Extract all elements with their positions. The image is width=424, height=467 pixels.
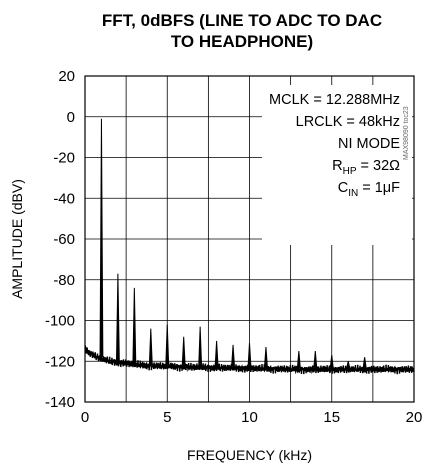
annotation-line: CIN = 1μF	[338, 180, 400, 199]
data-series	[84, 118, 415, 375]
noise-floor-trace	[84, 345, 415, 375]
x-tick-label: 20	[406, 409, 423, 426]
y-tick-label: -60	[53, 231, 75, 248]
annotation-subscript: HP	[343, 166, 357, 177]
y-tick-label: -40	[53, 190, 75, 207]
plot-frame	[84, 75, 415, 403]
x-tick-label: 15	[323, 409, 340, 426]
annotation-line: LRCLK = 48kHz	[296, 114, 400, 130]
spectral-peak	[346, 361, 351, 368]
x-tick-label: 10	[241, 409, 258, 426]
spectral-peak	[362, 357, 367, 368]
chart-title-line-2: TO HEADPHONE)	[170, 32, 314, 51]
spectral-peak	[181, 336, 186, 366]
y-tick-label: -100	[45, 313, 75, 330]
spectral-peak	[329, 355, 334, 368]
spectral-peak	[165, 324, 170, 365]
tick-labels: 0 5 10 15 20 20 0 -20 -40 -60 -80 -100 -120 -140	[45, 68, 422, 426]
annotation-box	[262, 85, 412, 245]
spectral-peak	[198, 326, 203, 366]
spectral-peak	[296, 351, 301, 368]
spectral-peak	[247, 342, 252, 367]
watermark: MAX98090 toc23	[403, 106, 410, 160]
annotation-background	[262, 85, 412, 245]
spectral-peak	[214, 340, 219, 367]
spectral-peak	[99, 118, 104, 358]
x-tick-label: 0	[81, 409, 89, 426]
y-axis-label: AMPLITUDE (dBV)	[9, 179, 25, 299]
y-tick-label: 0	[67, 109, 75, 126]
annotation-line: NI MODE	[338, 136, 400, 152]
annotations: MCLK = 12.288MHz LRCLK = 48kHz NI MODE RHP …	[269, 92, 400, 199]
x-axis-label: FREQUENCY (kHz)	[187, 447, 312, 463]
y-tick-label: -140	[45, 394, 75, 411]
x-tick-label: 5	[163, 409, 171, 426]
annotation-symbol: R	[332, 158, 342, 174]
spectral-peak	[148, 328, 153, 365]
chart-title: FFT, 0dBFS (LINE TO ADC TO DAC TO HEADPH…	[60, 10, 424, 52]
annotation-value: = 32Ω	[357, 158, 401, 174]
chart-title-line-1: FFT, 0dBFS (LINE TO ADC TO DAC	[101, 11, 383, 30]
annotation-line: MCLK = 12.288MHz	[269, 92, 400, 108]
spectral-peak	[313, 351, 318, 368]
annotation-symbol: C	[338, 180, 348, 196]
spectral-peak	[264, 346, 268, 368]
y-tick-label: -80	[53, 272, 75, 289]
annotation-line: RHP = 32Ω	[332, 158, 400, 177]
y-tick-label: 20	[58, 68, 75, 85]
annotation-value: = 1μF	[358, 180, 400, 196]
y-tick-label: -20	[53, 150, 75, 167]
spectral-peak	[115, 273, 120, 361]
spectral-peak	[132, 287, 137, 363]
y-tick-label: -120	[45, 353, 75, 370]
spectral-peak	[231, 344, 235, 367]
annotation-subscript: IN	[348, 188, 358, 199]
